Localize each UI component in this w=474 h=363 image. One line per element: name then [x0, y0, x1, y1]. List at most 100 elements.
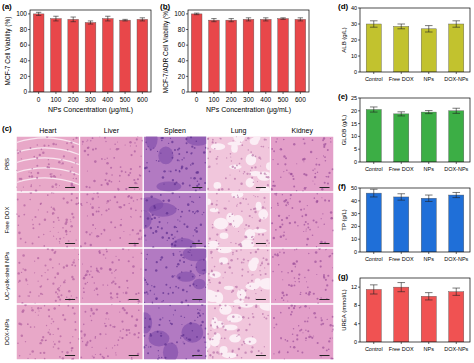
error-bar	[452, 21, 460, 27]
nucleus	[67, 149, 69, 151]
tissue-bg	[17, 137, 80, 192]
nucleus	[78, 202, 79, 204]
nucleus	[52, 212, 54, 214]
nucleus	[212, 358, 213, 359]
nucleus	[38, 295, 40, 297]
scale-bar	[320, 299, 330, 300]
nucleus	[280, 226, 282, 228]
nucleus	[110, 148, 111, 149]
y-tick-label: 20	[351, 37, 357, 43]
nucleus	[47, 249, 49, 251]
nucleus	[252, 236, 253, 237]
nucleus	[243, 258, 245, 260]
y-tick-label: 40	[178, 57, 186, 64]
error-cap	[36, 15, 41, 16]
nucleus	[17, 272, 19, 274]
nucleus	[150, 290, 152, 292]
nucleus	[21, 191, 22, 192]
nucleus	[41, 275, 43, 277]
error-cap	[397, 28, 405, 29]
nucleus	[320, 323, 322, 325]
x-tick-label: Free DOX	[389, 76, 414, 82]
bar	[421, 198, 436, 252]
x-tick-label: 600	[137, 96, 148, 103]
bar	[102, 19, 113, 92]
bar	[421, 29, 436, 72]
nucleus	[305, 230, 306, 231]
plot-frame	[30, 10, 151, 92]
nucleus	[280, 148, 282, 150]
nucleus	[57, 293, 58, 294]
error-cap	[229, 18, 234, 19]
nucleus	[272, 271, 273, 272]
nucleus	[225, 229, 227, 231]
nucleus	[119, 237, 121, 239]
nucleus	[178, 287, 180, 289]
nucleus	[229, 357, 230, 358]
error-cap	[452, 197, 460, 198]
nucleus	[314, 177, 315, 178]
nucleus	[71, 199, 73, 201]
nucleus	[42, 151, 44, 153]
nucleus	[22, 268, 23, 269]
x-tick-label: Free DOX	[389, 166, 414, 172]
nucleus	[216, 204, 218, 206]
nucleus	[239, 189, 240, 190]
nucleus	[248, 225, 250, 227]
nucleus	[171, 243, 173, 245]
alveolus	[220, 233, 229, 240]
scale-bar	[320, 243, 330, 244]
error-stem	[231, 19, 232, 22]
error-bar	[53, 16, 58, 21]
y-tick-label: 10	[351, 53, 357, 59]
nucleus	[31, 168, 33, 170]
nucleus	[28, 295, 30, 297]
nucleus	[260, 274, 262, 276]
nucleus	[215, 208, 216, 209]
nucleus	[262, 146, 264, 148]
nucleus	[38, 315, 39, 316]
tissue-bg	[17, 249, 80, 304]
nucleus	[36, 157, 38, 159]
tissue-bg	[17, 305, 80, 360]
nucleus	[304, 142, 306, 144]
nucleus	[127, 196, 129, 198]
nucleus	[239, 202, 241, 204]
nucleus	[70, 170, 72, 172]
x-axis-label: NPs Concentration (μg/mL)	[206, 106, 291, 114]
nucleus	[196, 336, 198, 338]
nucleus	[87, 140, 88, 141]
nucleus	[301, 215, 303, 217]
bar	[295, 19, 306, 92]
nucleus	[266, 176, 268, 178]
x-tick	[283, 92, 284, 94]
nucleus	[174, 226, 176, 228]
nucleus	[120, 224, 122, 226]
nucleus	[74, 157, 76, 159]
tissue-bg	[80, 249, 143, 304]
nucleus	[57, 347, 59, 349]
nucleus	[114, 283, 116, 285]
figure: (a)020406080100MCF-7 Cell Viability (%)0…	[0, 0, 474, 363]
nucleus	[57, 296, 59, 298]
error-cap	[263, 20, 268, 21]
nucleus	[191, 254, 192, 255]
fiber	[17, 138, 80, 145]
nucleus	[259, 220, 262, 223]
nucleus	[160, 153, 161, 154]
nucleus	[96, 211, 98, 213]
nucleus	[251, 346, 253, 348]
nucleus	[71, 295, 72, 296]
nucleus	[132, 229, 134, 231]
nucleus	[190, 152, 192, 154]
nucleus	[247, 260, 249, 262]
nucleus	[58, 287, 60, 289]
nucleus	[281, 223, 283, 225]
nucleus	[53, 321, 55, 323]
nucleus	[299, 307, 301, 309]
nucleus	[278, 264, 280, 266]
nucleus	[65, 219, 68, 222]
nucleus	[283, 200, 285, 202]
nucleus	[257, 249, 259, 251]
nucleus	[229, 174, 230, 175]
